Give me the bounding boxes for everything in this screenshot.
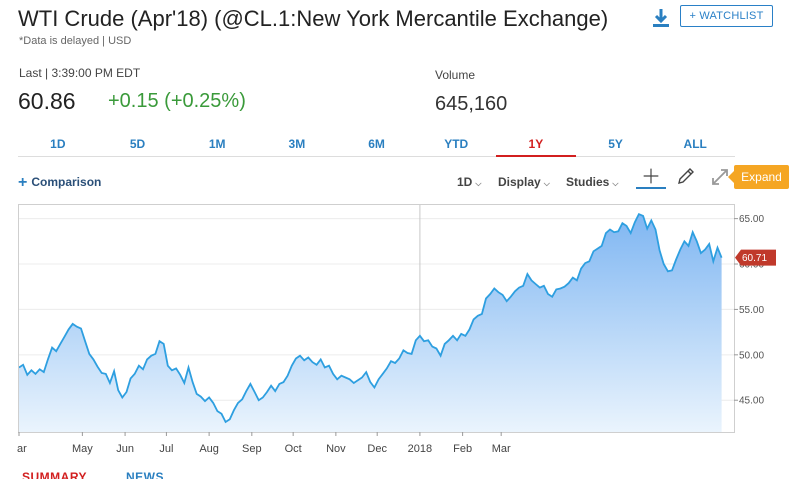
price-change: +0.15 (+0.25%): [108, 90, 246, 112]
x-tick-label: Jun: [116, 443, 134, 455]
y-tick-label: 45.00: [739, 396, 764, 407]
tab-news[interactable]: NEWS: [126, 470, 164, 479]
comparison-label: Comparison: [31, 175, 102, 189]
x-tick-label: Mar: [492, 443, 511, 455]
studies-dropdown[interactable]: Studies ⌵: [566, 175, 618, 189]
expand-arrows-icon[interactable]: [710, 167, 730, 187]
download-icon[interactable]: [650, 7, 672, 29]
x-tick-label: ar: [17, 443, 27, 455]
last-trade-time: Last | 3:39:00 PM EDT: [19, 66, 141, 80]
last-value-badge-shape: [735, 249, 776, 266]
interval-label: 1D: [457, 175, 473, 189]
y-tick-label: 55.00: [739, 305, 764, 316]
tab-1d[interactable]: 1D: [50, 137, 66, 151]
chevron-down-icon: ⌵: [543, 179, 550, 188]
y-tick-label: 65.00: [739, 214, 764, 225]
interval-dropdown[interactable]: 1D ⌵: [457, 175, 481, 189]
tab-1m[interactable]: 1M: [208, 137, 226, 151]
tab-1y[interactable]: 1Y: [496, 134, 576, 157]
chevron-down-icon: ⌵: [612, 179, 619, 188]
plus-icon: +: [18, 174, 28, 191]
display-label: Display: [498, 175, 541, 189]
volume-label: Volume: [435, 68, 476, 82]
x-tick-label: Dec: [367, 443, 387, 455]
tab-3m[interactable]: 3M: [288, 137, 306, 151]
comparison-button[interactable]: + Comparison: [18, 174, 101, 192]
pencil-icon[interactable]: [676, 166, 696, 186]
last-value-badge: 60.71: [735, 249, 776, 266]
page-title: WTI Crude (Apr'18) (@CL.1:New York Merca…: [18, 6, 609, 31]
x-tick-label: Jul: [159, 443, 173, 455]
display-dropdown[interactable]: Display ⌵: [498, 175, 550, 189]
x-tick-label: May: [72, 443, 93, 455]
volume-value: 645,160: [435, 93, 508, 115]
crosshair-icon[interactable]: [636, 165, 666, 189]
expand-button[interactable]: Expand: [728, 165, 789, 189]
add-to-watchlist-button[interactable]: + WATCHLIST: [680, 5, 773, 27]
x-tick-label: Aug: [199, 443, 219, 455]
tab-6m[interactable]: 6M: [368, 137, 385, 151]
tab-summary[interactable]: SUMMARY: [22, 470, 88, 479]
x-tick-label: Feb: [453, 443, 472, 455]
x-tick-label: Sep: [242, 443, 262, 455]
last-price: 60.86: [18, 88, 76, 114]
x-axis: ar May Jun Jul Aug Sep Oct Nov Dec 2018 Feb Mar: [17, 432, 511, 455]
x-tick-label: Nov: [326, 443, 346, 455]
tab-5y[interactable]: 5Y: [608, 137, 623, 151]
tab-5d[interactable]: 5D: [129, 137, 146, 151]
time-range-tabs: 1D 5D 1M 3M 6M YTD 1Y 5Y ALL: [18, 134, 735, 157]
tab-ytd[interactable]: YTD: [444, 137, 469, 151]
plot-frame: [18, 204, 735, 433]
price-line: [18, 212, 723, 424]
tab-all[interactable]: ALL: [683, 137, 707, 151]
x-tick-label: 2018: [408, 443, 432, 455]
data-delay-note: *Data is delayed | USD: [19, 35, 132, 47]
y-tick-label: 50.00: [739, 350, 764, 361]
price-area: [19, 214, 722, 432]
last-value-label: 60.71: [742, 253, 767, 264]
chevron-down-icon: ⌵: [475, 179, 482, 188]
studies-label: Studies: [566, 175, 610, 189]
x-tick-label: Oct: [285, 443, 302, 455]
